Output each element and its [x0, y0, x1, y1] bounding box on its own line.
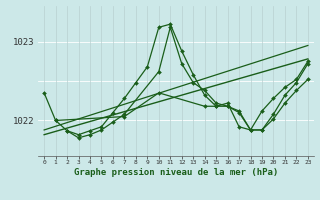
X-axis label: Graphe pression niveau de la mer (hPa): Graphe pression niveau de la mer (hPa)	[74, 168, 278, 177]
